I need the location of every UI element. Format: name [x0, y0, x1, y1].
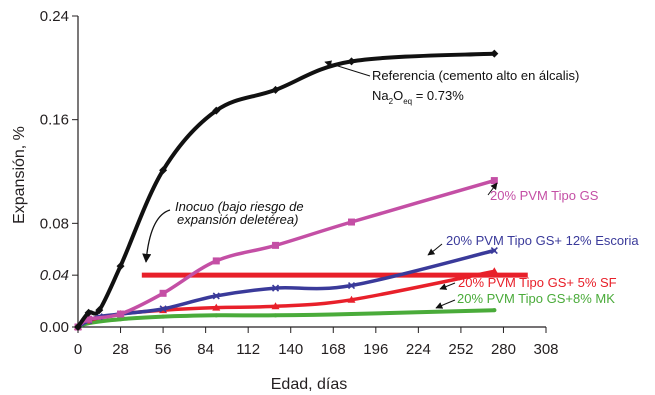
escoria-arrow	[427, 243, 443, 256]
sf-arrow	[439, 282, 456, 290]
mk-label: 20% PVM Tipo GS+8% MK	[457, 291, 615, 306]
data-point	[161, 314, 166, 319]
series-line	[76, 308, 497, 329]
y-tick-label: 0.16	[40, 112, 69, 129]
data-point	[271, 85, 280, 94]
data-point	[490, 246, 498, 255]
data-point	[347, 295, 356, 303]
data-point	[273, 313, 278, 318]
x-tick-label: 0	[74, 341, 82, 358]
reference-arrow	[324, 60, 371, 77]
reference-annotation: Referencia (cemento alto en álcalis) Na2…	[324, 60, 579, 106]
series-line	[76, 178, 497, 329]
gs-arrow	[487, 182, 498, 196]
x-tick-label: 28	[112, 341, 129, 358]
threshold-label-line1: Inocuo (bajo riesgo de	[175, 199, 304, 214]
data-point	[272, 241, 280, 249]
series-annotations: 20% PVM Tipo GS 20% PVM Tipo GS+ 12% Esc…	[427, 182, 639, 309]
x-tick-label: 56	[155, 341, 172, 358]
data-point	[212, 106, 221, 115]
threshold-annotation: Inocuo (bajo riesgo de expansión deletér…	[142, 199, 304, 263]
x-tick-label: 308	[533, 341, 558, 358]
data-point	[84, 308, 93, 317]
data-point	[118, 317, 123, 322]
data-point	[271, 302, 280, 310]
x-tick-label: 224	[406, 341, 431, 358]
series-1	[74, 177, 498, 331]
data-point	[95, 306, 104, 315]
y-axis-title: Expansión, %	[11, 126, 28, 224]
threshold-arrow	[142, 209, 171, 263]
series-group	[74, 49, 499, 331]
x-tick-label: 196	[363, 341, 388, 358]
data-point	[85, 315, 93, 323]
data-point	[349, 312, 354, 317]
data-point	[212, 292, 220, 300]
reference-na2o-label: Na2Oeq = 0.73%	[372, 88, 464, 106]
data-point	[271, 284, 280, 292]
gs-label: 20% PVM Tipo GS	[490, 188, 599, 203]
data-point	[348, 218, 356, 226]
y-axis-ticks: 0.00 0.04 0.08 0.16 0.24	[40, 8, 78, 336]
x-axis-title: Edad, días	[271, 376, 348, 393]
data-point	[159, 289, 167, 297]
escoria-label: 20% PVM Tipo GS+ 12% Escoria	[446, 233, 639, 248]
data-point	[490, 177, 498, 185]
data-point	[159, 166, 168, 175]
series-0	[74, 49, 499, 331]
data-point	[116, 262, 125, 271]
reference-label: Referencia (cemento alto en álcalis)	[372, 68, 579, 83]
y-tick-label: 0.24	[40, 8, 69, 25]
data-point	[490, 49, 499, 58]
x-tick-label: 140	[278, 341, 303, 358]
data-point	[347, 281, 356, 290]
y-tick-label: 0.04	[40, 267, 69, 284]
threshold-label-line2: expansión deletérea)	[177, 212, 298, 227]
data-point	[212, 303, 221, 311]
x-tick-label: 112	[236, 341, 260, 358]
data-point	[117, 310, 125, 318]
data-point	[159, 305, 167, 313]
data-point	[74, 323, 82, 331]
x-tick-label: 280	[491, 341, 516, 358]
y-tick-label: 0.00	[40, 319, 69, 336]
x-tick-label: 168	[321, 341, 346, 358]
y-tick-label: 0.08	[40, 215, 69, 232]
data-point	[214, 313, 219, 318]
x-tick-label: 84	[197, 341, 214, 358]
x-axis-ticks: 0 28 56 84 112 140 168 196 224 252 280 308	[74, 327, 559, 358]
data-point	[490, 267, 499, 275]
sf-label: 20% PVM Tipo GS+ 5% SF	[458, 275, 617, 290]
data-point	[492, 308, 497, 313]
mk-arrow	[435, 299, 456, 309]
x-tick-label: 252	[448, 341, 473, 358]
data-point	[212, 257, 220, 265]
data-point	[347, 57, 356, 66]
